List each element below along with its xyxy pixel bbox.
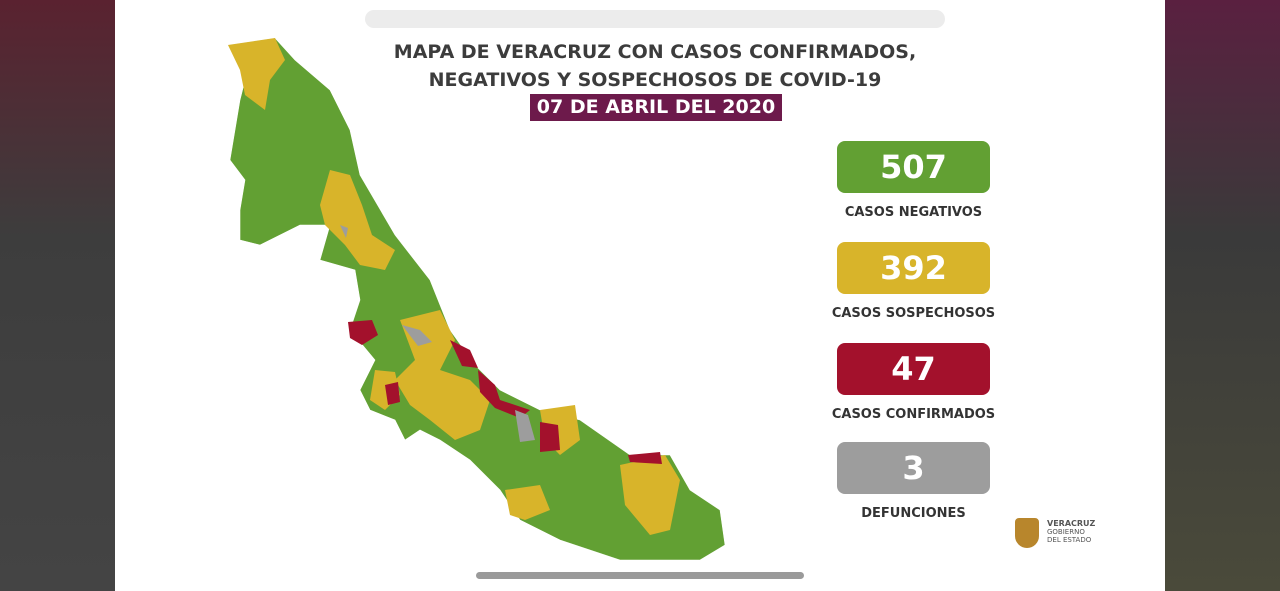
death-region [402, 325, 432, 346]
suspect-region [320, 170, 395, 270]
death-region [340, 225, 348, 238]
date: 07 DE ABRIL DEL 2020 [530, 94, 782, 121]
stat-label: CASOS CONFIRMADOS [831, 407, 996, 422]
stat-label: DEFUNCIONES [861, 506, 966, 521]
suspect-region [228, 38, 285, 110]
logo-line: VERACRUZ [1047, 519, 1096, 528]
title: MAPA DE VERACRUZ CON CASOS CONFIRMADOS, … [355, 38, 955, 94]
side-blur [1165, 0, 1280, 591]
title-line: MAPA DE VERACRUZ CON CASOS CONFIRMADOS, [393, 41, 917, 63]
confirmed-region [348, 320, 378, 345]
infographic: MAPA DE VERACRUZ CON CASOS CONFIRMADOS, … [115, 0, 1165, 591]
stat-value: 392 [837, 242, 990, 294]
title-line: NEGATIVOS Y SOSPECHOSOS DE COVID-19 [428, 69, 882, 91]
logo-shield [1015, 518, 1039, 548]
logo-line: DEL ESTADO [1047, 536, 1092, 544]
logo-line: GOBIERNO [1047, 528, 1085, 536]
death-region [515, 410, 535, 442]
logo-text: VERACRUZ GOBIERNO DEL ESTADO [1047, 519, 1096, 545]
confirmed-region [478, 370, 530, 418]
suspect-region [505, 485, 550, 520]
stat-label: CASOS SOSPECHOSOS [831, 306, 996, 321]
confirmed-region [540, 422, 560, 452]
veracruz-map [227, 37, 726, 561]
confirmed-region [450, 340, 478, 368]
stat-value: 47 [837, 343, 990, 395]
state-outline [227, 37, 726, 561]
blurred-header [365, 10, 945, 28]
stat-value: 3 [837, 442, 990, 494]
side-blur [0, 0, 115, 591]
logo: VERACRUZ GOBIERNO DEL ESTADO [1015, 518, 1115, 552]
suspect-region [620, 455, 680, 535]
confirmed-region [628, 452, 662, 464]
stat-label: CASOS NEGATIVOS [844, 205, 983, 220]
confirmed-region [385, 382, 400, 405]
stat-value: 507 [837, 141, 990, 193]
home-indicator [476, 572, 804, 579]
